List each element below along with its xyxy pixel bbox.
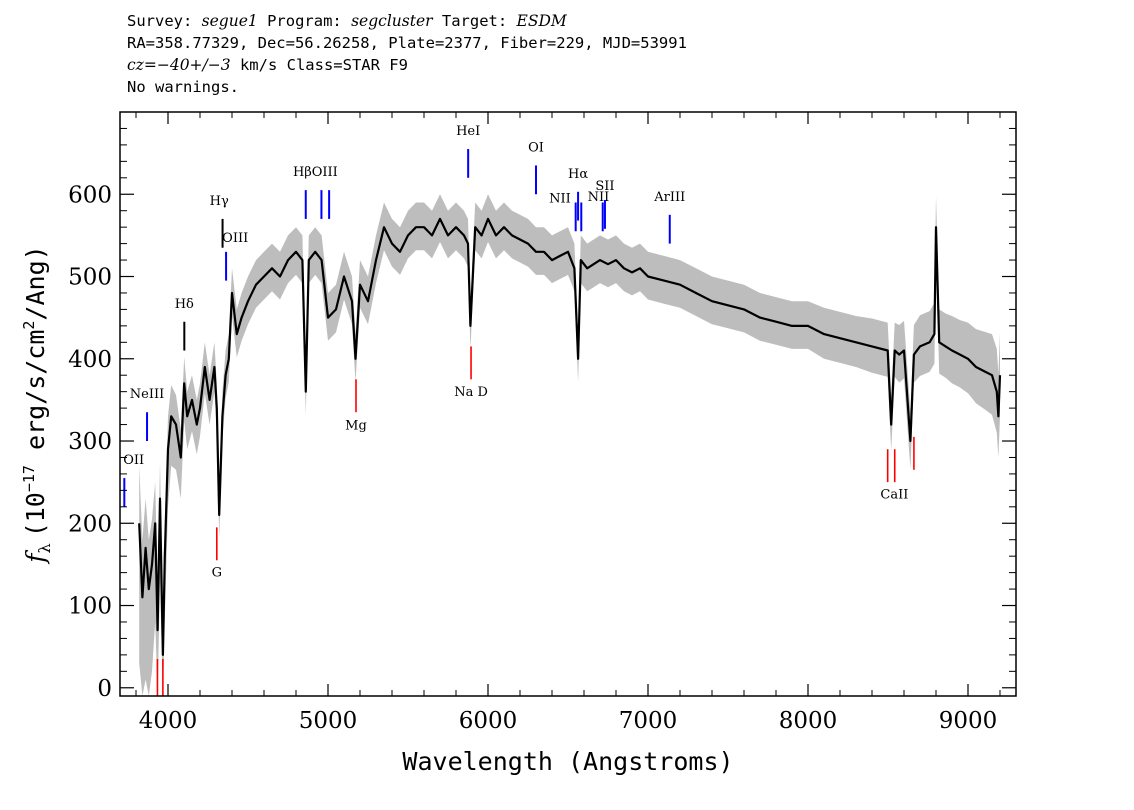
x-tick-label: 5000 <box>299 708 358 734</box>
y-tick-label: 500 <box>68 265 112 291</box>
y-tick-label: 400 <box>68 347 112 373</box>
plot-frame <box>119 111 1017 697</box>
absorption-line-label: G <box>212 566 222 581</box>
emission-line-label: OII <box>123 453 144 468</box>
emission-line-label: NeIII <box>130 387 164 402</box>
absorption-line-label: CaII <box>880 488 908 503</box>
target-value: ESDM <box>516 12 567 30</box>
spectrum-header: Survey: segue1 Program: segcluster Targe… <box>127 10 687 98</box>
flux-line <box>138 217 1002 657</box>
emission-line-label: OI <box>528 140 544 155</box>
emission-line-label: Hδ <box>175 297 194 312</box>
survey-value: segue1 <box>201 12 258 30</box>
header-line-survey: Survey: segue1 Program: segcluster Targe… <box>127 12 567 30</box>
absorption-line-label: Na D <box>454 385 488 400</box>
emission-line-label: NII <box>549 191 571 206</box>
header-line-redshift: cz=−40+/−3 km/s Class=STAR F9 <box>127 56 408 74</box>
cz-value: −40+/−3 <box>156 56 231 74</box>
error-band <box>139 194 1000 697</box>
axis-ticks-layer: 4000 5000 6000 7000 8000 9000 0 100 200 300 400 500… <box>68 112 1016 734</box>
emission-line-label: Hβ <box>293 165 312 180</box>
emission-line-label: OIII <box>222 231 248 246</box>
x-axis-title: Wavelength (Angstroms) <box>402 747 733 776</box>
y-tick-label: 300 <box>68 429 112 455</box>
x-tick-label: 8000 <box>779 708 838 734</box>
emission-line-label: Hα <box>568 167 588 182</box>
emission-line-label: NII <box>588 190 610 205</box>
y-tick-label: 0 <box>97 676 112 702</box>
header-line-warnings: No warnings. <box>127 78 239 96</box>
header-line-coordinates: RA=358.77329, Dec=56.26258, Plate=2377, … <box>127 34 687 52</box>
error-band-layer <box>139 194 1000 697</box>
absorption-line-label: Mg <box>345 418 367 433</box>
emission-line-label: ArIII <box>653 190 685 205</box>
emission-line-label: Hγ <box>210 194 229 209</box>
y-tick-label: 100 <box>68 594 112 620</box>
x-tick-label: 7000 <box>619 708 678 734</box>
x-tick-label: 4000 <box>139 708 198 734</box>
y-axis-title: fλ(10−17 erg/s/cm2/Ang) <box>20 245 54 564</box>
y-tick-label: 600 <box>68 182 112 208</box>
y-tick-label: 200 <box>68 511 112 537</box>
emission-line-label: OIII <box>312 165 338 180</box>
x-tick-label: 6000 <box>459 708 518 734</box>
flux-layer <box>138 217 1002 657</box>
program-value: segcluster <box>351 12 433 30</box>
emission-line-label: HeI <box>456 124 480 139</box>
x-tick-label: 9000 <box>939 708 998 734</box>
emission-line-label: SII <box>595 179 614 194</box>
